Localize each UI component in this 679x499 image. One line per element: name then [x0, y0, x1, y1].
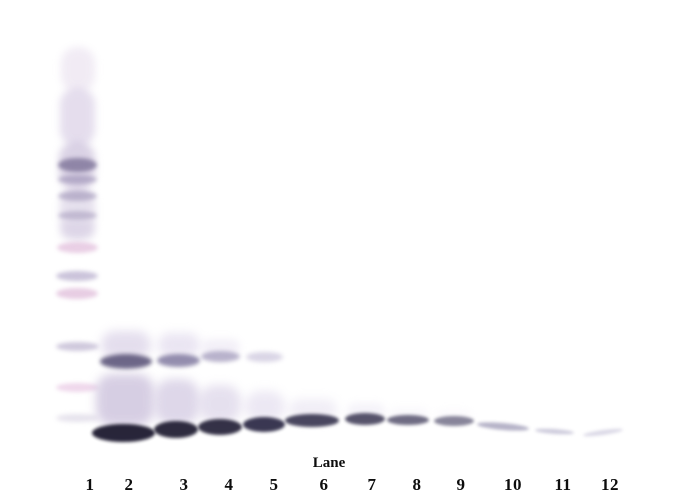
lane-number-5: 5 [269, 475, 279, 494]
dimer-band-lane-3 [157, 354, 200, 367]
ladder-band-lane-1 [58, 191, 97, 201]
lane-number-6: 6 [319, 475, 329, 494]
main-band-lane-10 [476, 420, 530, 433]
lane-number-1: 1 [85, 475, 95, 494]
lane-number-8: 8 [412, 475, 422, 494]
lower-smear-lane-4 [199, 385, 241, 423]
main-band-lane-6 [285, 414, 339, 427]
lane-number-7: 7 [367, 475, 377, 494]
upper-smear-lane-3 [158, 333, 200, 357]
lower-smear-lane-5 [245, 391, 285, 422]
ladder-band-lane-1 [58, 211, 97, 220]
main-band-lane-3 [154, 421, 198, 438]
main-band-lane-12 [582, 427, 624, 438]
lane-number-2: 2 [124, 475, 134, 494]
lane-number-12: 12 [601, 475, 619, 494]
lane-number-4: 4 [224, 475, 234, 494]
ladder-band-lane-1 [56, 271, 98, 281]
lane-axis-title: Lane [312, 455, 346, 471]
main-band-lane-8 [387, 415, 429, 425]
main-band-lane-2 [92, 424, 155, 442]
ladder-smear-lane-1 [60, 88, 95, 146]
main-band-lane-9 [434, 416, 474, 426]
ladder-band-pink-lane-1 [56, 383, 99, 392]
lane-number-3: 3 [179, 475, 189, 494]
ladder-band-lane-1 [58, 175, 97, 184]
ladder-band-dark-lane-1 [58, 158, 97, 172]
ladder-band-faint-lane-1 [56, 414, 99, 422]
main-band-lane-7 [345, 413, 385, 425]
lower-smear-lane-9 [437, 410, 471, 420]
lane-number-10: 10 [504, 475, 522, 494]
dimer-band-lane-5 [246, 352, 283, 362]
ladder-smear-top-lane-1 [61, 47, 95, 92]
lower-smear-lane-2 [96, 374, 154, 426]
ladder-band-pink-lane-1 [57, 242, 98, 253]
ladder-band-lane-1 [56, 342, 99, 351]
dimer-band-lane-4 [201, 351, 240, 362]
main-band-lane-11 [534, 427, 575, 436]
dimer-band-lane-2 [100, 354, 152, 369]
main-band-lane-4 [198, 419, 242, 435]
main-band-lane-5 [243, 417, 285, 432]
lane-number-11: 11 [554, 475, 572, 494]
lane-number-9: 9 [456, 475, 466, 494]
lane-number-row: 1 2 3 4 5 6 7 8 9 10 11 12 [0, 476, 679, 496]
lower-smear-lane-3 [155, 379, 199, 425]
ladder-smear-lane-1 [60, 222, 95, 240]
ladder-band-pink-lane-1 [56, 288, 98, 299]
